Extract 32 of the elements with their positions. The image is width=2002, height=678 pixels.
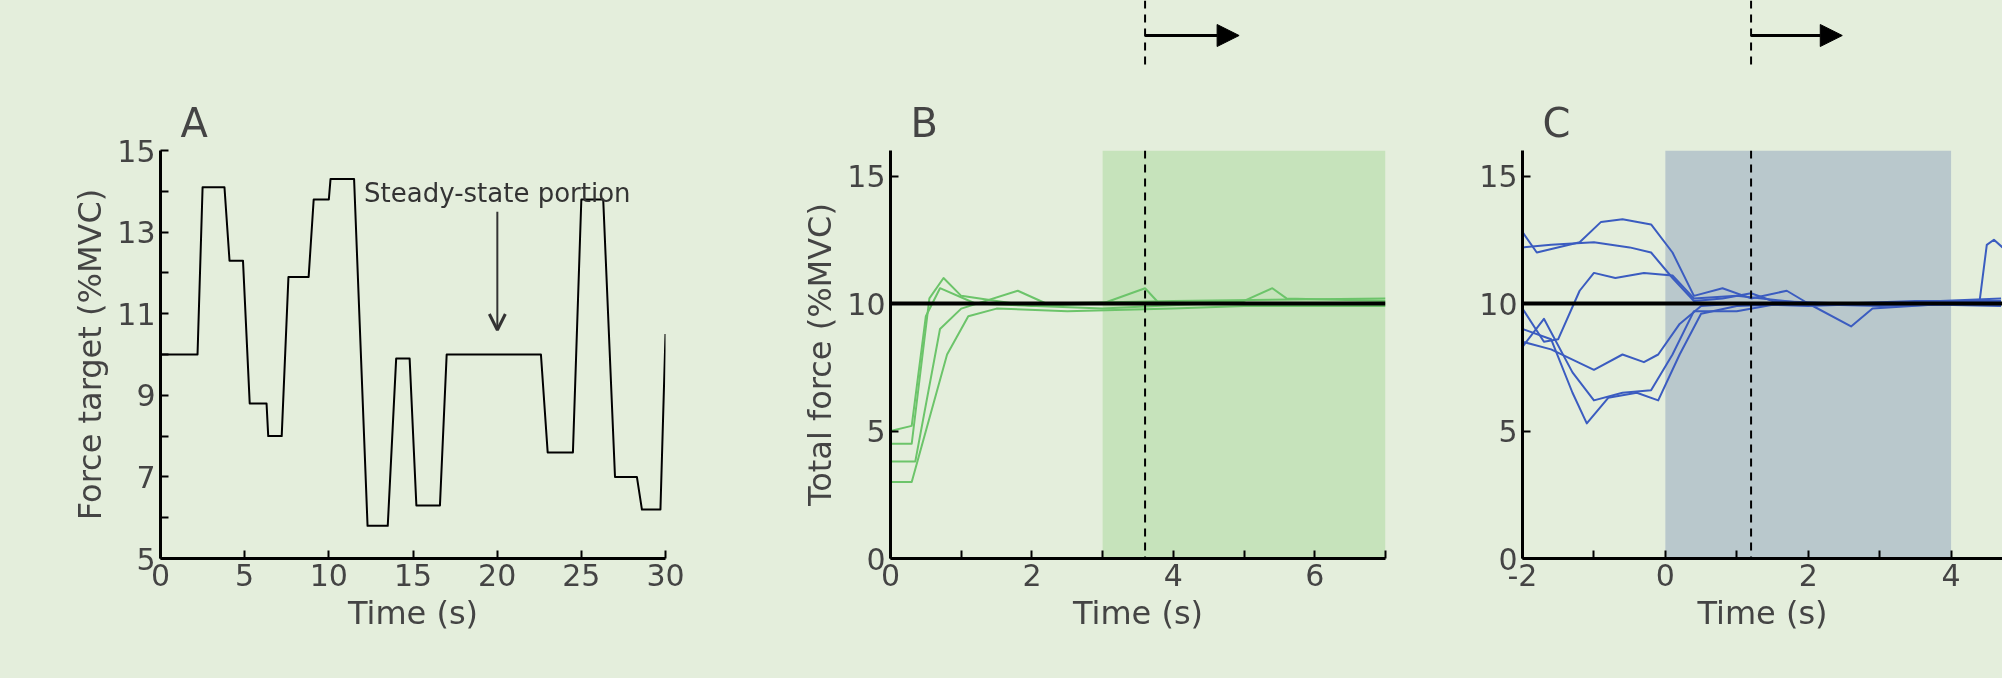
x-tick-label: 30	[646, 557, 685, 593]
x-tick-label: 25	[562, 557, 601, 593]
x-tick-label: 5	[235, 557, 255, 593]
y-tick-label: 5	[866, 414, 886, 449]
x-axis-title: Time (s)	[346, 593, 479, 632]
x-tick-label: 10	[309, 557, 348, 593]
x-axis-title: Time (s)	[1696, 593, 1828, 632]
y-tick-label: 11	[117, 296, 156, 332]
x-tick-label: 2	[1798, 557, 1818, 593]
y-tick-label: 9	[136, 378, 156, 414]
y-tick-label: 10	[847, 286, 886, 322]
x-tick-label: 4	[1163, 557, 1183, 593]
chart-title: A	[180, 99, 209, 146]
x-tick-label: 6	[1305, 557, 1325, 593]
x-tick-label: 20	[478, 557, 517, 593]
x-tick-label: 2	[1022, 557, 1042, 593]
x-tick-label: 4	[1941, 557, 1961, 593]
x-tick-label: 0	[1655, 557, 1675, 593]
y-tick-label: 15	[1479, 159, 1518, 194]
y-tick-label: 7	[136, 459, 156, 495]
chart-title: B	[910, 99, 938, 146]
y-tick-label: 15	[117, 133, 156, 169]
annotation: Steady-state portion	[364, 177, 631, 208]
y-tick-label: 10	[1479, 286, 1518, 322]
y-tick-label: 15	[847, 159, 886, 194]
x-axis-title: Time (s)	[1071, 593, 1204, 632]
y-tick-label: 5	[1498, 414, 1518, 449]
chart-title: C	[1542, 99, 1571, 146]
y-tick-label: 13	[117, 215, 156, 251]
y-axis-title: Total force (%MVC)	[801, 203, 840, 507]
x-tick-label: 15	[393, 557, 433, 593]
y-axis-title: Force target (%MVC)	[71, 188, 110, 521]
